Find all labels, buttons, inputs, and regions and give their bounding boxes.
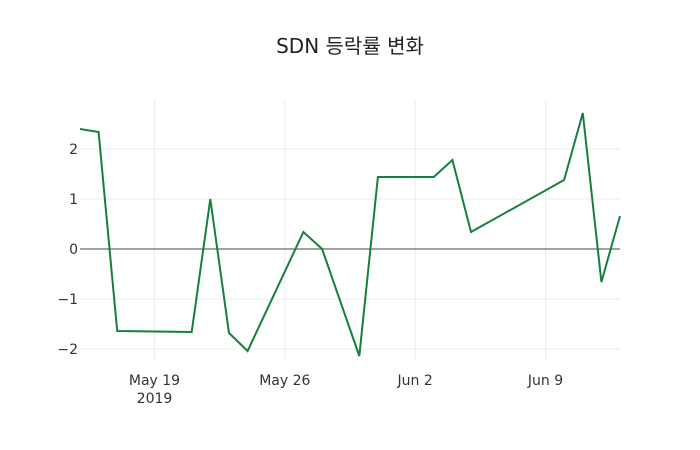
x-tick-label: May 26 <box>259 373 310 389</box>
x-axis: May 19 2019 May 26 Jun 2 Jun 9 <box>129 373 563 407</box>
y-tick-label: −2 <box>57 342 78 358</box>
y-tick-label: 1 <box>69 192 78 208</box>
data-series <box>79 112 621 357</box>
y-tick-label: 2 <box>69 142 78 158</box>
x-tick-year: 2019 <box>137 391 173 407</box>
x-tick-label: Jun 9 <box>527 373 563 389</box>
gridlines <box>80 100 620 360</box>
y-axis: 2 1 0 −1 −2 <box>57 142 78 358</box>
chart-title: SDN 등락률 변화 <box>276 34 424 58</box>
x-tick-label: May 19 <box>129 373 180 389</box>
y-tick-label: −1 <box>57 292 78 308</box>
x-tick-label: Jun 2 <box>397 373 433 389</box>
y-tick-label: 0 <box>69 242 78 258</box>
series-line <box>79 112 621 357</box>
